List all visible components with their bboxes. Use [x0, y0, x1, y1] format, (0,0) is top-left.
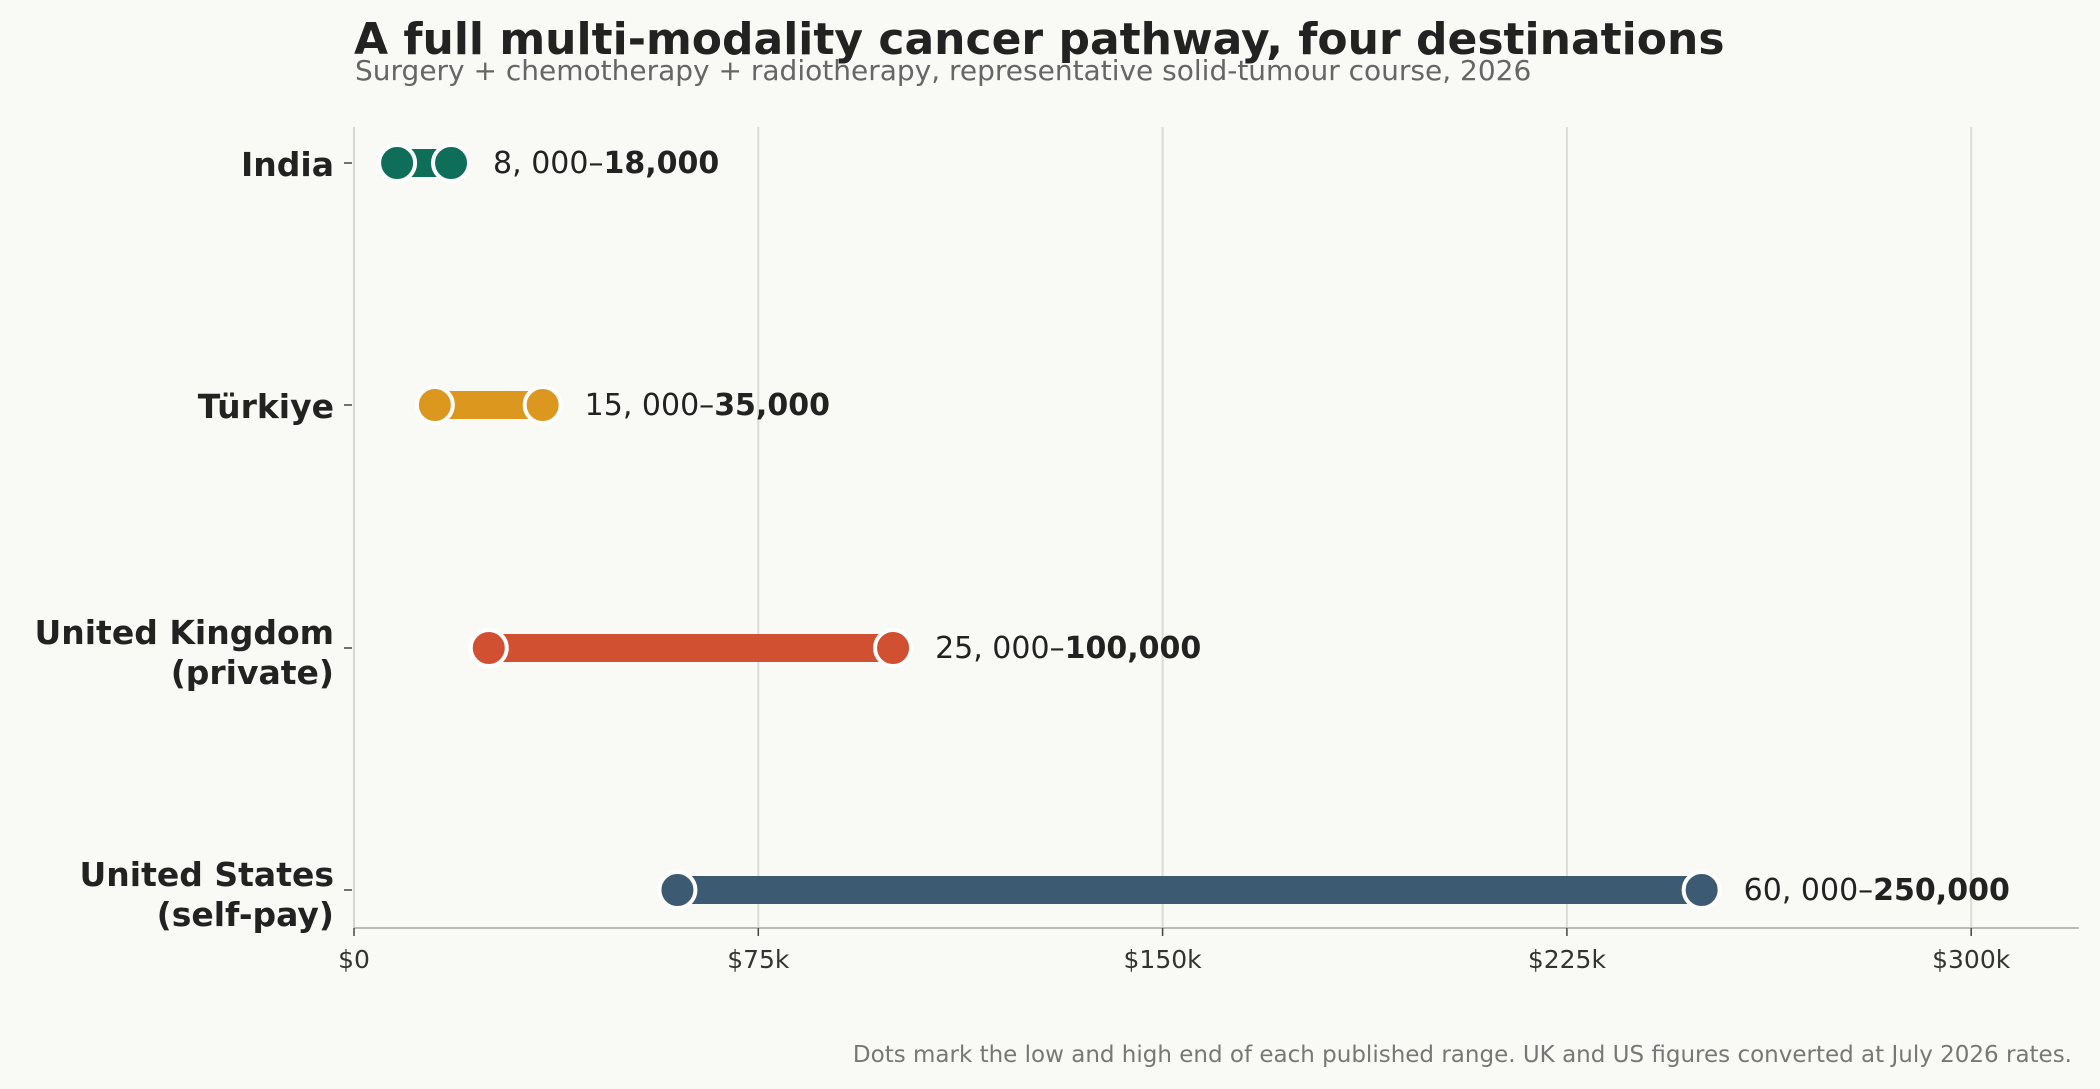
range-high-text: 18,000 [603, 146, 719, 181]
x-tick-label: $75k [727, 945, 790, 974]
x-tick-label: $150k [1124, 945, 1203, 974]
category-label: United Kingdom [34, 613, 334, 652]
category-label: (private) [171, 653, 334, 692]
low-dot [377, 143, 418, 183]
range-low-text: 25, 000– [935, 631, 1065, 666]
range-value-label: 8, 000–18,000 [493, 146, 719, 181]
range-value-label: 25, 000–100,000 [935, 631, 1201, 666]
range-value-label: 60, 000–250,000 [1744, 873, 2010, 908]
high-dot [873, 628, 914, 668]
x-tick-label: $300k [1932, 945, 2011, 974]
low-dot [657, 870, 698, 910]
category-label: Türkiye [198, 387, 334, 426]
high-dot [522, 385, 563, 425]
low-dot [414, 385, 455, 425]
category-label: India [241, 145, 334, 184]
range-high-text: 100,000 [1065, 631, 1202, 666]
range-value-label: 15, 000–35,000 [585, 388, 830, 423]
high-dot [431, 143, 472, 183]
range-high-text: 250,000 [1873, 873, 2010, 908]
x-tick-label: $225k [1528, 945, 1607, 974]
category-label: (self-pay) [157, 895, 334, 934]
category-label: United States [80, 855, 334, 894]
range-low-text: 60, 000– [1744, 873, 1874, 908]
chart-footnote: Dots mark the low and high end of each p… [852, 1042, 2072, 1068]
range-low-text: 8, 000– [493, 146, 603, 181]
high-dot [1681, 870, 1722, 910]
low-dot [468, 628, 509, 668]
chart-subtitle: Surgery + chemotherapy + radiotherapy, r… [355, 54, 1532, 87]
range-low-text: 15, 000– [585, 388, 715, 423]
x-tick-label: $0 [338, 945, 370, 974]
chart-title: A full multi-modality cancer pathway, fo… [354, 14, 1725, 65]
range-high-text: 35,000 [714, 388, 830, 423]
